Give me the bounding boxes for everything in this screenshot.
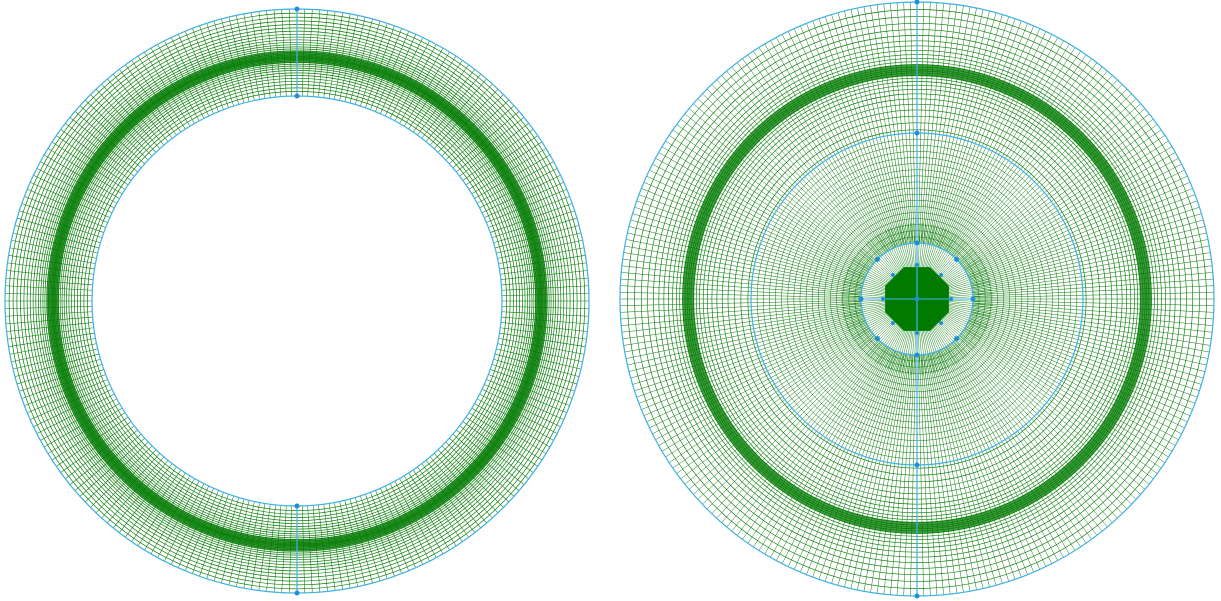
node-point [858, 296, 864, 302]
node-point [294, 503, 300, 509]
node-point [294, 6, 300, 12]
node-point [874, 256, 880, 262]
node-point [890, 321, 895, 326]
node-point [914, 352, 920, 358]
node-point [881, 297, 885, 301]
node-point [294, 93, 300, 99]
node-point [915, 263, 919, 267]
node-point [954, 256, 960, 262]
node-point [914, 296, 920, 302]
node-point [890, 272, 895, 277]
inner-boundary [91, 95, 503, 507]
node-point [949, 297, 953, 301]
node-point [914, 240, 920, 246]
node-point [915, 331, 919, 335]
node-point [970, 296, 976, 302]
node-point [939, 272, 944, 277]
node-point [914, 130, 920, 136]
node-point [294, 590, 300, 596]
node-point [939, 321, 944, 326]
node-point [874, 336, 880, 342]
node-point [954, 336, 960, 342]
disc-mesh [619, 0, 1215, 599]
node-point [914, 0, 920, 5]
node-point [914, 462, 920, 468]
node-point [914, 593, 920, 599]
annular-mesh [4, 6, 590, 596]
